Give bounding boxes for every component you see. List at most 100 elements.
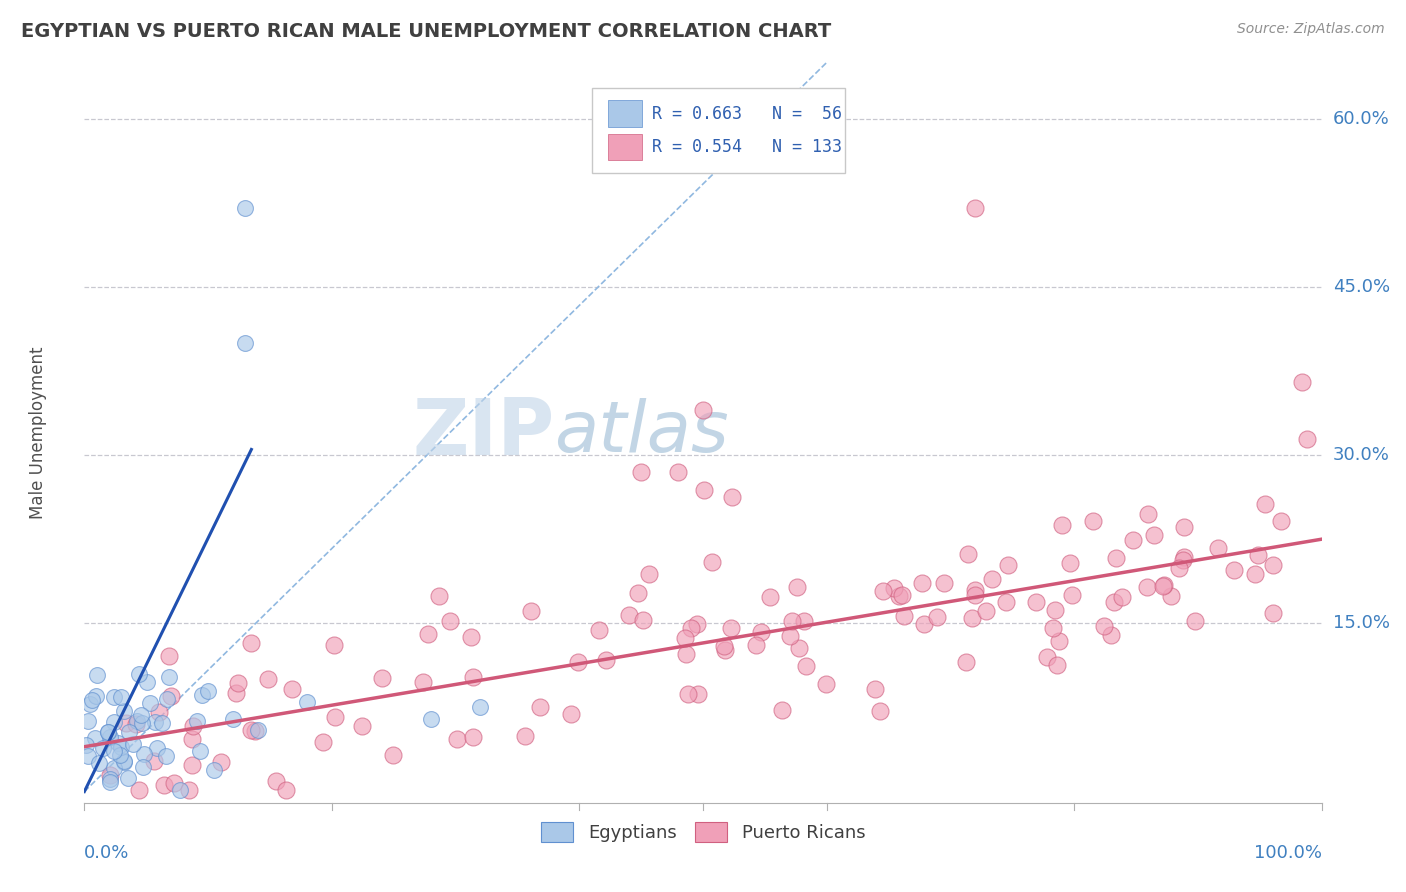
Point: [957, 547, 980, 561]
Point: [1184, 614, 1206, 628]
Point: [233, 335, 256, 350]
Bar: [607, 134, 643, 161]
Point: [883, 581, 905, 595]
Point: [181, 757, 204, 772]
Point: [323, 710, 346, 724]
Point: [745, 638, 768, 652]
Point: [786, 580, 808, 594]
Point: [132, 760, 155, 774]
Point: [139, 696, 162, 710]
Text: Male Unemployment: Male Unemployment: [30, 346, 48, 519]
Point: [159, 648, 181, 663]
Point: [960, 611, 983, 625]
Point: [461, 730, 484, 744]
Point: [160, 689, 183, 703]
Point: [759, 591, 782, 605]
Point: [787, 640, 810, 655]
Point: [980, 572, 1002, 586]
Text: Source: ZipAtlas.com: Source: ZipAtlas.com: [1237, 22, 1385, 37]
Point: [266, 773, 288, 788]
Point: [1046, 657, 1069, 672]
Point: [460, 630, 482, 644]
Point: [1167, 561, 1189, 575]
Point: [1136, 507, 1159, 521]
Point: [125, 716, 148, 731]
Point: [595, 653, 617, 667]
Point: [872, 584, 894, 599]
Point: [963, 582, 986, 597]
Point: [256, 672, 278, 686]
Point: [103, 715, 125, 730]
Point: [222, 712, 245, 726]
Point: [1246, 548, 1268, 562]
Point: [461, 670, 484, 684]
Point: [350, 719, 373, 733]
Point: [427, 589, 450, 603]
Point: [692, 403, 714, 417]
Point: [1173, 519, 1195, 533]
Point: [676, 688, 699, 702]
Point: [1243, 567, 1265, 582]
Point: [169, 783, 191, 797]
Text: 15.0%: 15.0%: [1333, 615, 1389, 632]
Point: [110, 740, 132, 755]
Point: [103, 761, 125, 775]
Point: [446, 732, 468, 747]
Point: [1295, 433, 1317, 447]
Point: [666, 465, 689, 479]
Point: [1102, 595, 1125, 609]
Point: [128, 783, 150, 797]
Point: [955, 655, 977, 669]
Text: 45.0%: 45.0%: [1333, 277, 1391, 296]
Point: [994, 595, 1017, 609]
Point: [1111, 590, 1133, 604]
Point: [1101, 628, 1123, 642]
Point: [146, 740, 169, 755]
Point: [98, 772, 121, 786]
Text: 60.0%: 60.0%: [1333, 110, 1389, 128]
Point: [627, 585, 650, 599]
Point: [1223, 562, 1246, 576]
Text: 30.0%: 30.0%: [1333, 446, 1389, 464]
Point: [322, 638, 344, 652]
Point: [779, 629, 801, 643]
Point: [75, 738, 97, 752]
Point: [470, 700, 492, 714]
Point: [86, 668, 108, 682]
Point: [153, 778, 176, 792]
Point: [419, 712, 441, 726]
Point: [84, 689, 107, 703]
Point: [226, 676, 249, 690]
Text: 0.0%: 0.0%: [84, 845, 129, 863]
Point: [439, 614, 461, 628]
Point: [295, 695, 318, 709]
Point: [1050, 517, 1073, 532]
Bar: [607, 100, 643, 127]
Point: [751, 625, 773, 640]
Point: [529, 700, 551, 714]
Point: [869, 704, 891, 718]
Legend: Egyptians, Puerto Ricans: Egyptians, Puerto Ricans: [534, 815, 872, 849]
Point: [188, 743, 211, 757]
Point: [588, 623, 610, 637]
Point: [91, 741, 114, 756]
Point: [974, 604, 997, 618]
Point: [312, 735, 335, 749]
Point: [887, 589, 910, 603]
Point: [233, 201, 256, 215]
Point: [1081, 514, 1104, 528]
Point: [714, 643, 737, 657]
Point: [1025, 595, 1047, 609]
Point: [965, 201, 987, 215]
Point: [560, 706, 582, 721]
Point: [125, 714, 148, 729]
Point: [191, 688, 214, 702]
Point: [245, 723, 267, 738]
Point: [720, 621, 742, 635]
Point: [965, 588, 987, 602]
Point: [118, 724, 141, 739]
Point: [1042, 621, 1064, 635]
Point: [142, 754, 165, 768]
Point: [77, 714, 100, 729]
Point: [79, 697, 101, 711]
